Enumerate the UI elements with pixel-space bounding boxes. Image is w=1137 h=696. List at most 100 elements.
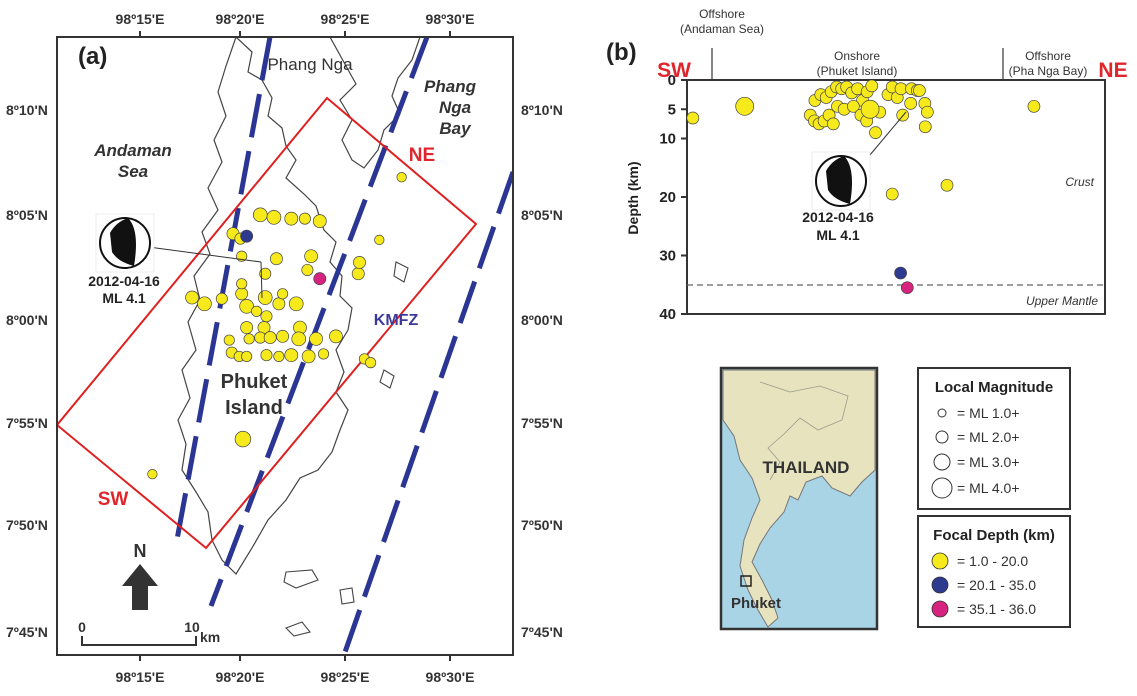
legend-depth-title: Focal Depth (km)	[933, 527, 1055, 544]
zone-offshore-east-1: Offshore	[1025, 49, 1071, 63]
epicenter-marker	[291, 331, 307, 347]
place-phang-nga-bay-1: Phang	[424, 77, 477, 96]
epicenter-marker	[235, 287, 249, 301]
hypocenter-point	[869, 126, 882, 139]
legend-magnitude-item-1: = ML 1.0+	[957, 405, 1020, 421]
crust-label: Crust	[1065, 175, 1094, 189]
epicenter-marker	[259, 267, 272, 280]
profile-sw-label: SW	[657, 59, 691, 82]
lon-tick-top-3: 98º25'E	[321, 11, 370, 27]
legend-depth-swatch-shallow	[931, 552, 949, 570]
epicenter-marker	[273, 350, 285, 362]
map-panel: 98º15'E 98º20'E 98º25'E 98º30'E 98º15'E …	[6, 11, 563, 685]
thailand-border	[759, 381, 849, 481]
panel-b-label: (b)	[606, 39, 637, 66]
scale-bar: 0 10 km	[78, 619, 220, 646]
epicenter-marker	[223, 334, 235, 346]
hypocenter-point	[865, 79, 879, 93]
north-label: N	[134, 541, 147, 561]
lon-tick-bottom-4: 98º30'E	[426, 669, 475, 685]
north-arrow: N	[122, 541, 158, 610]
epicenter-marker	[197, 296, 212, 312]
mechanism-date-a: 2012-04-16	[88, 273, 160, 289]
epicenter-marker	[251, 305, 263, 317]
legend-depth-item-1: = 1.0 - 20.0	[957, 553, 1028, 569]
scale-start: 0	[78, 619, 86, 635]
epicenter-marker	[309, 331, 323, 346]
epicenter-marker	[269, 252, 283, 266]
lon-tick-bottom-2: 98º20'E	[216, 669, 265, 685]
inset-country-label: THAILAND	[763, 458, 850, 477]
epicenter-marker	[260, 310, 273, 323]
kmfz-fault-line	[173, 37, 273, 546]
hypocenter-point	[847, 99, 860, 113]
epicenter-marker	[329, 329, 343, 344]
cross-section-panel: (b) SW NE Offshore (Andaman Sea) Onshore…	[606, 7, 1128, 323]
legend-magnitude-title: Local Magnitude	[935, 379, 1053, 396]
hypocenter-point	[885, 187, 899, 201]
epicenter-marker	[284, 211, 299, 226]
epicenter-marker	[272, 297, 286, 311]
legend-depth-item-3: = 35.1 - 36.0	[957, 601, 1036, 617]
zone-onshore-1: Onshore	[834, 49, 880, 63]
zone-offshore-east-2: (Pha Nga Bay)	[1009, 64, 1088, 78]
place-andaman-sea-1: Andaman	[93, 141, 171, 160]
lat-tick-right-3: 8º00'N	[521, 312, 563, 328]
epicenter-marker	[185, 290, 199, 305]
legend-depth-swatch-medium	[931, 576, 949, 594]
lat-tick-right-6: 7º45'N	[521, 624, 563, 640]
legend-focal-depth: Focal Depth (km) = 1.0 - 20.0 = 20.1 - 3…	[917, 515, 1071, 628]
hypocenter-point	[735, 96, 755, 116]
lat-tick-left-6: 7º45'N	[6, 624, 48, 640]
cross-section-profile-box	[57, 96, 478, 550]
island-coastline	[379, 369, 395, 389]
epicenter-marker	[288, 296, 304, 312]
kmfz-fault-line	[208, 37, 430, 607]
map-frame	[56, 36, 514, 656]
profile-ne-label: NE	[1098, 59, 1127, 82]
lon-tick-top-1: 98º15'E	[116, 11, 165, 27]
y-tick-label: 30	[659, 248, 676, 265]
scale-end: 10	[184, 619, 200, 635]
epicenter-marker	[263, 331, 277, 345]
epicenter-marker	[351, 267, 365, 281]
lat-tick-right-1: 8º10'N	[521, 102, 563, 118]
epicenter-marker	[257, 290, 273, 305]
epicenter-marker	[252, 207, 268, 223]
epicenter-marker	[240, 321, 254, 335]
profile-end-ne: NE	[409, 145, 435, 166]
y-tick-label: 5	[668, 101, 676, 118]
epicenter-marker	[260, 349, 273, 362]
lat-tick-right-2: 8º05'N	[521, 207, 563, 223]
inset-city-label: Phuket	[731, 595, 781, 612]
profile-end-sw: SW	[98, 489, 129, 510]
fault-label-kmfz: KMFZ	[374, 312, 419, 329]
legend-magnitude-item-2: = ML 2.0+	[957, 429, 1020, 445]
hypocenter-point	[904, 97, 917, 110]
lon-tick-top-4: 98º30'E	[426, 11, 475, 27]
thailand-inset-map: THAILAND Phuket	[719, 366, 879, 631]
zone-offshore-west-2: (Andaman Sea)	[680, 22, 764, 36]
y-tick-label: 0	[668, 72, 676, 89]
epicenter-marker	[277, 288, 289, 300]
hypocenter-point	[913, 84, 926, 97]
epicenters-layer	[147, 172, 407, 480]
epicenter-marker	[301, 349, 316, 364]
mantle-label: Upper Mantle	[1026, 294, 1098, 308]
y-axis-ticks: 0 5 10 20 30 40	[659, 72, 687, 323]
legend-magnitude-item-3: = ML 3.0+	[957, 454, 1020, 470]
legend-magnitude: Local Magnitude = ML 1.0+ = ML 2.0+ = ML…	[917, 367, 1071, 510]
epicenter-marker	[243, 333, 255, 345]
epicenter-marker	[240, 229, 254, 243]
mechanism-mag-a: ML 4.1	[102, 290, 146, 306]
mechanism-date-b: 2012-04-16	[802, 209, 874, 225]
hypocenter-point	[860, 99, 880, 119]
hypocenter-point	[1027, 99, 1041, 113]
epicenter-marker	[239, 298, 254, 314]
hypocenter-point	[900, 281, 914, 295]
scale-unit: km	[200, 629, 220, 645]
hypocenter-point	[940, 178, 954, 192]
hypocenters-layer	[686, 79, 1041, 295]
epicenter-marker	[234, 430, 252, 448]
